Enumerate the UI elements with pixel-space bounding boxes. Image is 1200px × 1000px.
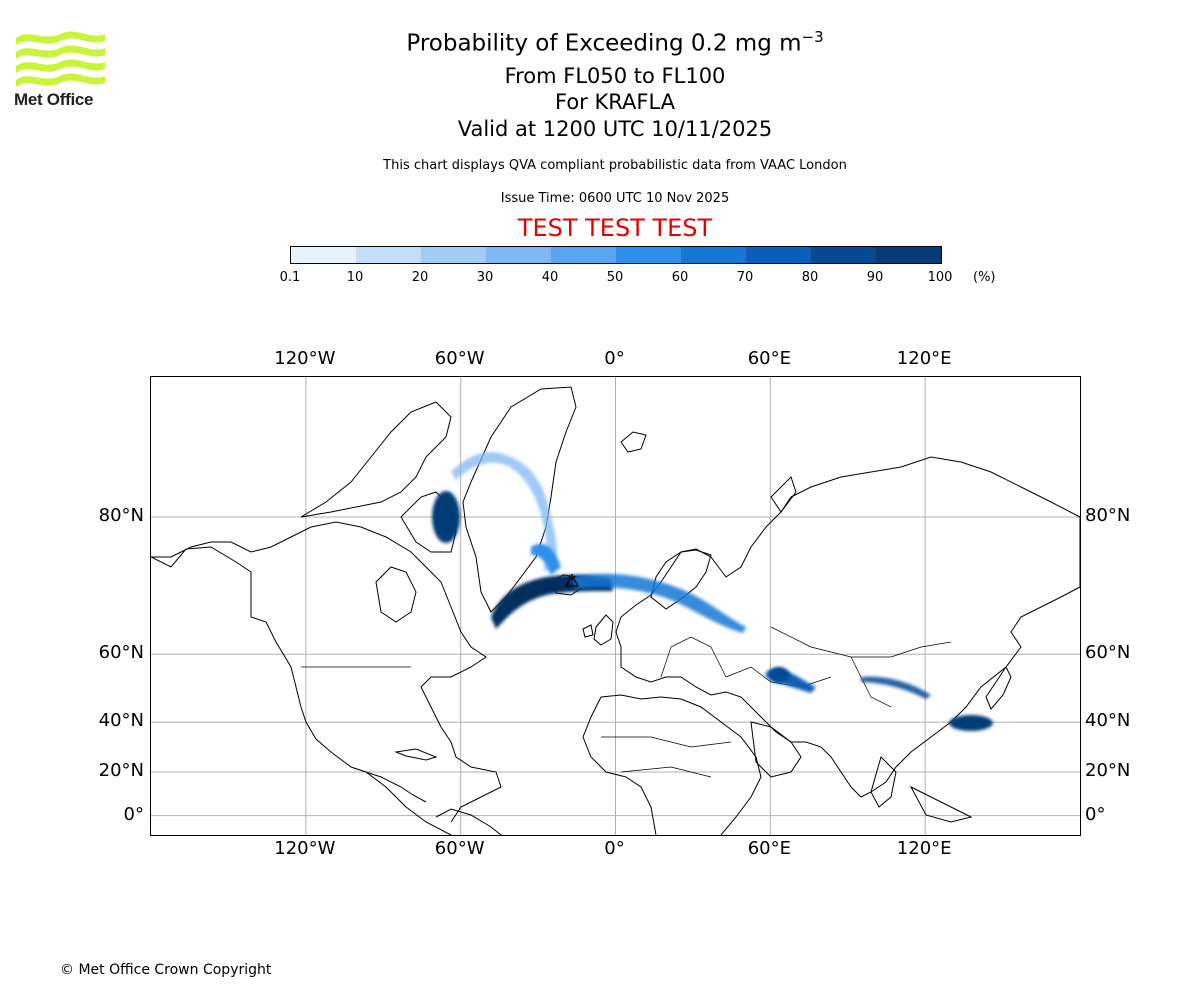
colorbar-swatch <box>421 247 486 263</box>
right-latitude-label: 20°N <box>1085 759 1131 781</box>
chart-title: Probability of Exceeding 0.2 mg m−3 <box>406 28 824 57</box>
met-office-logo <box>14 30 109 88</box>
colorbar-swatch <box>681 247 746 263</box>
right-latitude-label: 80°N <box>1085 504 1131 526</box>
copyright: © Met Office Crown Copyright <box>60 962 272 978</box>
coast-cuba <box>394 748 438 761</box>
coast-south-america <box>435 808 502 835</box>
bottom-longitude-label: 60°E <box>747 838 791 859</box>
colorbar-tick-label: 70 <box>736 270 754 285</box>
left-latitude-label: 80°N <box>98 504 144 526</box>
colorbar-tick-label: 100 <box>927 270 953 285</box>
plume-mongolia <box>861 676 931 699</box>
colorbar-swatch <box>876 247 941 263</box>
colorbar-swatch <box>291 247 356 263</box>
right-latitude-label: 40°N <box>1085 710 1131 732</box>
volcano-name: For KRAFLA <box>555 90 675 114</box>
colorbar-swatch <box>746 247 811 263</box>
top-longitude-label: 60°W <box>434 348 485 369</box>
plume-japan <box>949 715 993 731</box>
coast-europe-asia <box>615 456 1080 798</box>
coast-novaya-zemlya <box>770 476 797 513</box>
coast-africa <box>582 694 762 835</box>
flight-levels: From FL050 to FL100 <box>504 64 726 88</box>
colorbar-tick-label: 90 <box>866 270 884 285</box>
ash-probability-plume <box>432 452 993 731</box>
map-frame <box>150 376 1081 836</box>
coast-arabia <box>750 721 802 778</box>
coast-canadian-archipelago <box>300 401 452 518</box>
colorbar-tick-label: 60 <box>671 270 689 285</box>
right-latitude-label: 0° <box>1085 803 1106 825</box>
colorbar-tick-label: 50 <box>606 270 624 285</box>
colorbar-tick-label: 30 <box>476 270 494 285</box>
top-longitude-label: 60°E <box>747 348 791 369</box>
top-longitude-label: 120°E <box>896 348 952 369</box>
left-latitude-label: 20°N <box>98 759 144 781</box>
plume-greenland-south <box>531 543 561 575</box>
right-latitude-label: 60°N <box>1085 642 1131 664</box>
colorbar-swatch <box>811 247 876 263</box>
map-canvas <box>151 377 1080 835</box>
colorbar-unit: (%) <box>973 270 996 285</box>
colorbar <box>290 246 942 264</box>
test-banner: TEST TEST TEST <box>517 214 713 242</box>
bottom-longitude-label: 120°E <box>896 838 952 859</box>
colorbar-tick-label: 40 <box>541 270 559 285</box>
logo-text: Met Office <box>14 90 94 109</box>
colorbar-swatch <box>356 247 421 263</box>
plume-greenland-arc <box>451 452 557 572</box>
colorbar-tick-label: 20 <box>411 270 429 285</box>
coast-british-isles <box>582 614 614 646</box>
plume-baffin-bay <box>432 491 460 543</box>
plume-east-band <box>571 573 746 633</box>
top-longitude-label: 120°W <box>274 348 336 369</box>
met-office-waves-icon <box>16 31 105 87</box>
chart-description: This chart displays QVA compliant probab… <box>383 158 847 173</box>
coast-north-america <box>151 521 502 835</box>
coast-hudson-bay <box>375 566 417 623</box>
bottom-longitude-label: 120°W <box>274 838 336 859</box>
graticule <box>151 377 1080 835</box>
country-borders <box>250 572 952 778</box>
top-longitude-label: 0° <box>604 348 625 369</box>
plume-atlantic-core <box>491 574 613 629</box>
colorbar-tick-label: 0.1 <box>279 270 301 285</box>
issue-time: Issue Time: 0600 UTC 10 Nov 2025 <box>500 191 730 206</box>
colorbar-swatch <box>616 247 681 263</box>
colorbar-swatch <box>486 247 551 263</box>
coast-central-america <box>365 771 427 803</box>
coast-japan <box>985 666 1012 710</box>
coast-indochina <box>870 756 973 823</box>
coast-scandinavia <box>650 549 712 610</box>
colorbar-swatch <box>551 247 616 263</box>
plume-kazakhstan-core <box>769 667 789 683</box>
left-latitude-label: 60°N <box>98 642 144 664</box>
left-latitude-label: 40°N <box>98 710 144 732</box>
left-latitude-label: 0° <box>123 803 144 825</box>
colorbar-tick-label: 80 <box>801 270 819 285</box>
valid-time: Valid at 1200 UTC 10/11/2025 <box>457 117 773 141</box>
volcano-icon <box>564 574 580 587</box>
bottom-longitude-label: 60°W <box>434 838 485 859</box>
bottom-longitude-label: 0° <box>604 838 625 859</box>
coast-svalbard <box>620 431 647 453</box>
colorbar-tick-label: 10 <box>346 270 364 285</box>
